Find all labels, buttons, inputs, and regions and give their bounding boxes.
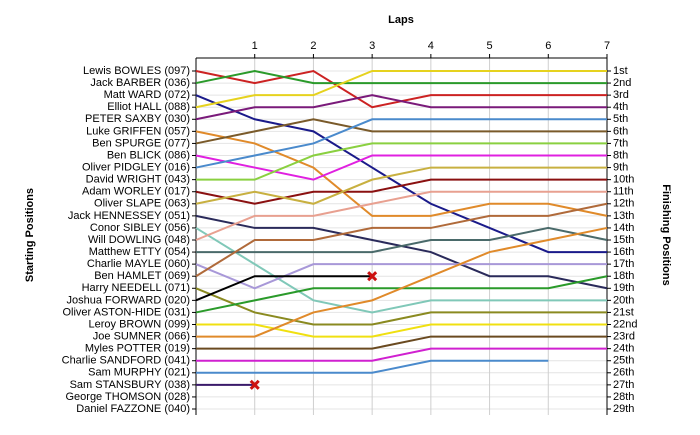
y2-tick-label: 29th (613, 403, 634, 415)
y2-tick-label: 18th (613, 270, 634, 282)
lap-line (195, 166, 607, 205)
y2-tick-label: 23rd (613, 330, 635, 342)
starting-label: Jack BARBER (036) (90, 77, 190, 89)
starting-label: Conor SIBLEY (056) (90, 222, 190, 234)
starting-label: Daniel FAZZONE (040) (76, 403, 190, 415)
lap-line (196, 226, 608, 254)
y2-tick-label: 24th (613, 343, 634, 355)
lap-line (196, 347, 607, 362)
starting-label: Charlie MAYLE (060) (87, 258, 190, 270)
y2-tick-label: 8th (613, 149, 628, 161)
starting-label: Charlie SANDFORD (041) (62, 355, 190, 367)
starting-label: Oliver ASTON-HIDE (031) (62, 306, 190, 318)
x-tick-label: 3 (369, 40, 375, 52)
x-tick-label: 2 (310, 40, 316, 52)
lap-line (196, 226, 608, 338)
y2-tick-label: 13th (613, 210, 634, 222)
y2-tick-label: 21st (613, 306, 634, 318)
y2-tick-label: 1st (613, 65, 628, 77)
starting-label: Matt WARD (072) (104, 89, 190, 101)
x-tick-label: 5 (487, 40, 493, 52)
lap-line (195, 275, 373, 302)
retired-marker (249, 379, 260, 390)
y2-tick-label: 3rd (613, 89, 629, 101)
y2-tick-label: 28th (613, 391, 634, 403)
starting-label: Joshua FORWARD (020) (67, 294, 190, 306)
y2-tick-label: 25th (613, 355, 634, 367)
starting-label: Leroy BROWN (099) (89, 318, 190, 330)
y2-tick-label: 20th (613, 294, 634, 306)
y2-tick-label: 6th (613, 125, 628, 137)
starting-label: Harry NEEDELL (071) (82, 282, 190, 294)
y2-tick-label: 2nd (613, 77, 631, 89)
lap-line (195, 70, 607, 109)
chart-title: Laps (388, 14, 414, 26)
y2-tick-label: 22nd (613, 318, 637, 330)
retired-cross (367, 271, 378, 282)
x-tick-label: 4 (428, 40, 434, 52)
x-tick-label: 1 (252, 40, 258, 52)
lap-line (196, 335, 607, 350)
lap-line (196, 142, 607, 181)
y2-axis-label: Finishing Positions (660, 184, 672, 285)
y2-tick-label: 19th (613, 282, 634, 294)
y2-tick-label: 10th (613, 174, 634, 186)
lap-line (195, 154, 607, 181)
starting-label: Oliver SLAPE (063) (94, 198, 190, 210)
lap-line (195, 190, 607, 241)
y2-tick-label: 5th (613, 113, 628, 125)
starting-label: Jack HENNESSEY (051) (68, 210, 190, 222)
starting-label: Joe SUMNER (066) (93, 330, 190, 342)
starting-label: Oliver PIDGLEY (016) (82, 161, 190, 173)
lap-line (195, 287, 607, 326)
y2-tick-label: 7th (613, 137, 628, 149)
x-tick-label: 7 (604, 40, 610, 52)
retired-marker (367, 271, 378, 282)
lap-line (196, 323, 607, 338)
starting-label: Myles POTTER (019) (85, 343, 190, 355)
starting-label: Will DOWLING (048) (88, 234, 190, 246)
y2-tick-label: 15th (613, 234, 634, 246)
lap-line (195, 227, 607, 314)
lap-line (195, 118, 607, 169)
lap-line (195, 69, 607, 85)
starting-label: David WRIGHT (043) (86, 174, 190, 186)
starting-label: Luke GRIFFEN (057) (86, 125, 190, 137)
starting-label: Ben BLICK (086) (107, 149, 190, 161)
lap-line (195, 202, 608, 278)
starting-label: Sam STANSBURY (038) (70, 379, 190, 391)
x-tick-label: 6 (545, 40, 551, 52)
lap-line (196, 359, 549, 374)
starting-label: Lewis BOWLES (097) (83, 65, 190, 77)
lap-line (195, 178, 607, 205)
starting-label: Matthew ETTY (054) (89, 246, 190, 258)
y2-tick-label: 17th (613, 258, 634, 270)
y2-tick-label: 4th (613, 101, 628, 113)
y2-tick-label: 9th (613, 161, 628, 173)
lap-line (195, 130, 608, 217)
starting-label: Sam MURPHY (021) (88, 367, 190, 379)
starting-label: Ben SPURGE (077) (92, 137, 190, 149)
starting-label: George THOMSON (028) (65, 391, 190, 403)
starting-label: Ben HAMLET (069) (94, 270, 190, 282)
lap-line (195, 118, 607, 145)
lap-line (195, 94, 607, 121)
starting-label: Adam WORLEY (017) (82, 186, 190, 198)
y2-tick-label: 14th (613, 222, 634, 234)
y2-tick-label: 16th (613, 246, 634, 258)
y2-tick-label: 12th (613, 198, 634, 210)
y2-tick-label: 27th (613, 379, 634, 391)
y-axis-label: Starting Positions (24, 188, 36, 282)
starting-label: Elliot HALL (088) (107, 101, 190, 113)
y2-tick-label: 11th (613, 186, 634, 198)
starting-label: PETER SAXBY (030) (85, 113, 190, 125)
lap-line (195, 263, 607, 290)
retired-cross (249, 379, 260, 390)
y2-tick-label: 26th (613, 367, 634, 379)
